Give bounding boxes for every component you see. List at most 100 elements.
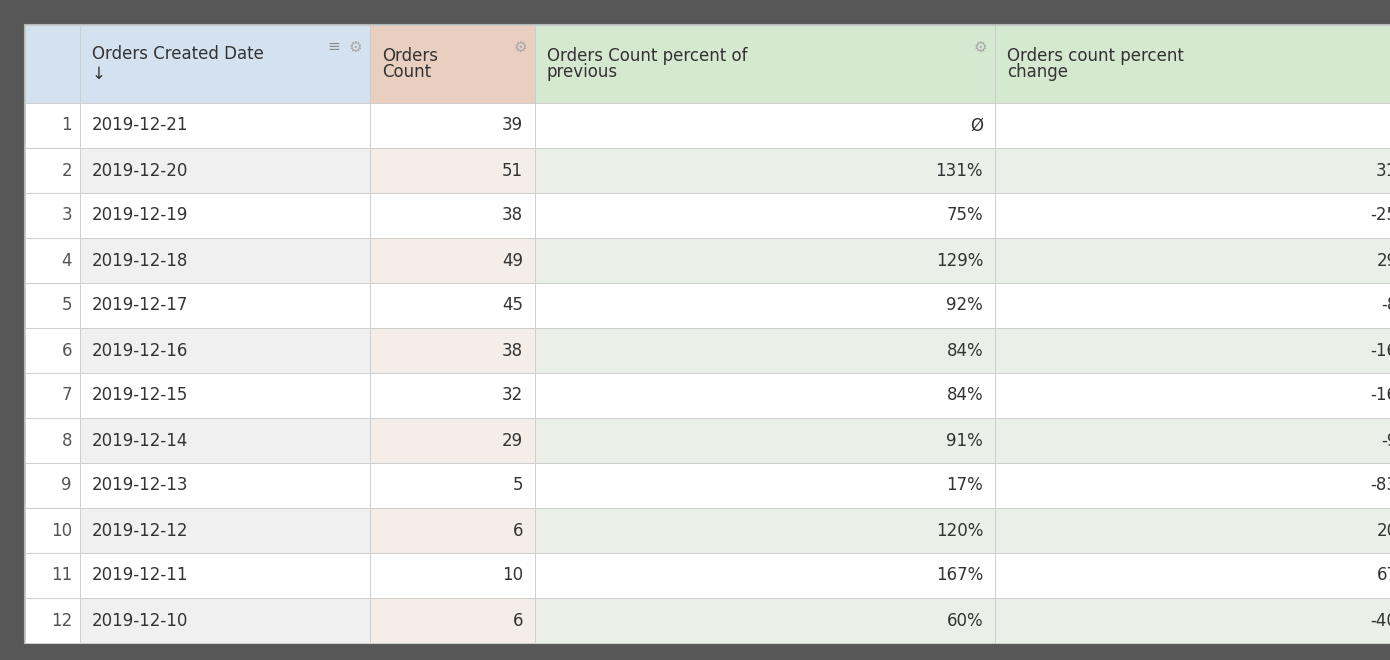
Bar: [25, 25, 81, 103]
Text: 7: 7: [61, 387, 72, 405]
Bar: [995, 553, 1390, 598]
Text: 3: 3: [61, 207, 72, 224]
Text: 29: 29: [502, 432, 523, 449]
Text: Ø: Ø: [970, 117, 983, 135]
Text: 2019-12-13: 2019-12-13: [92, 477, 189, 494]
Bar: [370, 508, 535, 553]
Bar: [535, 283, 995, 328]
Bar: [25, 553, 81, 598]
Bar: [81, 238, 370, 283]
Text: -8%: -8%: [1382, 296, 1390, 315]
Bar: [81, 328, 370, 373]
Text: ↓: ↓: [92, 65, 106, 83]
Bar: [25, 463, 81, 508]
Bar: [995, 373, 1390, 418]
Text: 5: 5: [513, 477, 523, 494]
Bar: [25, 283, 81, 328]
Text: 51: 51: [502, 162, 523, 180]
Bar: [995, 193, 1390, 238]
Text: 11: 11: [51, 566, 72, 585]
Bar: [535, 553, 995, 598]
Text: 12: 12: [51, 612, 72, 630]
Bar: [81, 193, 370, 238]
Bar: [370, 373, 535, 418]
Bar: [81, 148, 370, 193]
Bar: [535, 418, 995, 463]
Text: 38: 38: [502, 341, 523, 360]
Text: 45: 45: [502, 296, 523, 315]
Text: 2019-12-19: 2019-12-19: [92, 207, 189, 224]
Text: 29%: 29%: [1376, 251, 1390, 269]
Bar: [995, 283, 1390, 328]
Bar: [995, 238, 1390, 283]
Text: 2019-12-14: 2019-12-14: [92, 432, 189, 449]
Text: 2: 2: [61, 162, 72, 180]
Bar: [25, 148, 81, 193]
Bar: [535, 103, 995, 148]
Bar: [81, 283, 370, 328]
Bar: [535, 193, 995, 238]
Bar: [995, 418, 1390, 463]
Bar: [995, 103, 1390, 148]
Bar: [995, 508, 1390, 553]
Bar: [81, 25, 370, 103]
Text: 20%: 20%: [1376, 521, 1390, 539]
Text: 32: 32: [502, 387, 523, 405]
Bar: [535, 148, 995, 193]
Bar: [995, 25, 1390, 103]
Text: 131%: 131%: [935, 162, 983, 180]
Text: 1: 1: [61, 117, 72, 135]
Bar: [370, 238, 535, 283]
Text: -40%: -40%: [1371, 612, 1390, 630]
Text: 67%: 67%: [1376, 566, 1390, 585]
Text: -16%: -16%: [1371, 341, 1390, 360]
Bar: [535, 328, 995, 373]
Bar: [25, 598, 81, 643]
Text: 2019-12-18: 2019-12-18: [92, 251, 189, 269]
Text: 2019-12-15: 2019-12-15: [92, 387, 189, 405]
Text: 49: 49: [502, 251, 523, 269]
Text: 8: 8: [61, 432, 72, 449]
Bar: [535, 238, 995, 283]
Text: 2019-12-17: 2019-12-17: [92, 296, 189, 315]
Text: 84%: 84%: [947, 341, 983, 360]
Bar: [81, 553, 370, 598]
Text: 75%: 75%: [947, 207, 983, 224]
Text: 60%: 60%: [947, 612, 983, 630]
Bar: [535, 508, 995, 553]
Text: -16%: -16%: [1371, 387, 1390, 405]
Text: -83%: -83%: [1371, 477, 1390, 494]
Bar: [370, 553, 535, 598]
Text: 91%: 91%: [947, 432, 983, 449]
Bar: [25, 328, 81, 373]
Bar: [81, 418, 370, 463]
Bar: [25, 508, 81, 553]
Text: 39: 39: [502, 117, 523, 135]
Bar: [25, 193, 81, 238]
Bar: [370, 25, 535, 103]
Bar: [535, 598, 995, 643]
Text: -25%: -25%: [1371, 207, 1390, 224]
Bar: [81, 463, 370, 508]
Text: Orders count percent: Orders count percent: [1006, 47, 1184, 65]
Text: ⚙: ⚙: [349, 40, 361, 54]
Text: 38: 38: [502, 207, 523, 224]
Text: 2019-12-12: 2019-12-12: [92, 521, 189, 539]
Bar: [995, 328, 1390, 373]
Bar: [995, 598, 1390, 643]
Bar: [995, 148, 1390, 193]
Text: 2019-12-21: 2019-12-21: [92, 117, 189, 135]
Text: 6: 6: [513, 521, 523, 539]
Bar: [25, 418, 81, 463]
Text: Orders Created Date: Orders Created Date: [92, 45, 264, 63]
Text: 84%: 84%: [947, 387, 983, 405]
Bar: [81, 508, 370, 553]
Text: ⚙: ⚙: [513, 40, 527, 54]
Text: 4: 4: [61, 251, 72, 269]
Bar: [25, 238, 81, 283]
Text: 92%: 92%: [947, 296, 983, 315]
Text: 9: 9: [61, 477, 72, 494]
Bar: [370, 418, 535, 463]
Bar: [535, 463, 995, 508]
Text: 5: 5: [61, 296, 72, 315]
